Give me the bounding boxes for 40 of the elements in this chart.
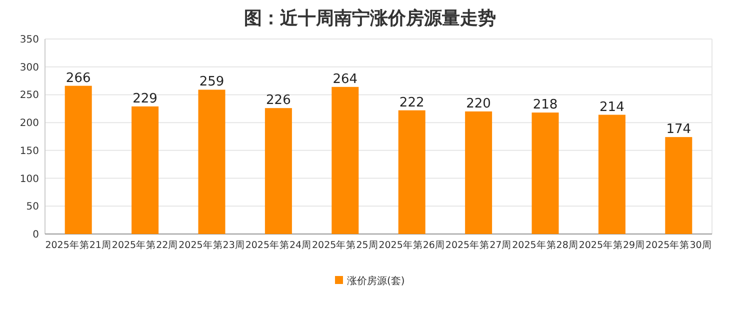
data-label: 174 [666,122,692,138]
bar [64,86,92,234]
y-tick-label: 100 [20,174,39,185]
y-tick-label: 150 [20,146,39,157]
data-label: 220 [466,96,491,112]
y-tick-label: 0 [32,230,39,240]
y-tick-label: 350 [20,34,39,46]
data-label: 222 [399,95,424,110]
chart-title: 图：近十周南宁涨价房源量走势 [244,8,496,29]
data-label: 226 [266,93,291,108]
legend-label: 涨价房源(套) [347,275,405,287]
data-label: 229 [132,91,158,106]
bar [198,90,226,234]
bar [532,112,559,234]
y-tick-label: 300 [20,62,39,74]
x-tick-label: 2025年第21周 [45,239,112,251]
x-tick-label: 2025年第22周 [112,239,178,251]
x-tick-label: 2025年第24周 [245,239,312,251]
bar [398,110,426,234]
bar [332,86,359,234]
x-tick-label: 2025年第26周 [378,239,445,251]
x-tick-label: 2025年第27周 [445,239,512,251]
y-tick-label: 250 [20,90,39,102]
bar [665,137,692,234]
data-label: 214 [600,100,624,115]
x-tick-label: 2025年第30周 [646,239,712,251]
bar [598,114,626,234]
y-tick-label: 200 [20,118,39,130]
data-label: 264 [332,72,358,87]
data-label: 218 [532,98,558,113]
bar [264,108,292,234]
x-tick-label: 2025年第29周 [578,239,646,251]
data-label: 266 [66,70,91,86]
x-tick-label: 2025年第28周 [512,239,578,251]
bar [465,111,492,234]
data-label: 259 [199,74,224,90]
y-tick-label: 50 [26,202,39,213]
bar [132,106,159,234]
x-tick-label: 2025年第23周 [178,239,245,251]
x-tick-label: 2025年第25周 [312,239,378,251]
